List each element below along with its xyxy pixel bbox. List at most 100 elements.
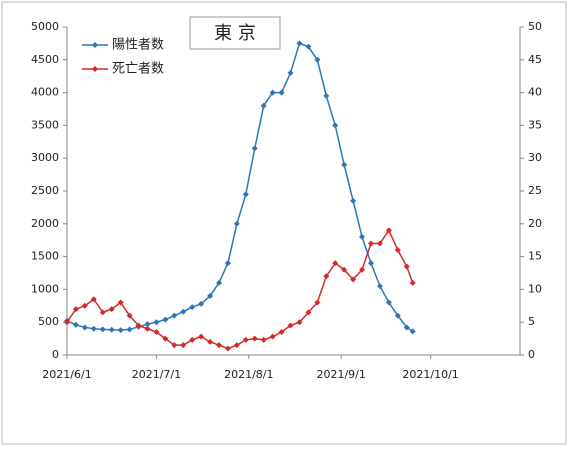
legend-marker (92, 42, 98, 48)
x-tick-label: 2021/8/1 (224, 368, 273, 381)
point (189, 304, 196, 311)
x-tick-label: 2021/6/1 (42, 368, 91, 381)
y2-tick-label: 10 (528, 282, 542, 295)
point (90, 325, 97, 332)
point (341, 161, 348, 168)
point (81, 302, 88, 309)
point (376, 283, 383, 290)
y-tick-label: 2000 (31, 217, 59, 230)
point (314, 56, 321, 63)
point (64, 319, 70, 326)
point (117, 299, 124, 306)
point (251, 335, 258, 342)
point (99, 309, 106, 316)
point (269, 333, 276, 340)
point (198, 300, 205, 307)
point (72, 306, 79, 313)
point (207, 338, 214, 345)
point (242, 191, 249, 198)
point (126, 326, 133, 333)
y2-tick-label: 5 (528, 315, 535, 328)
point (153, 329, 160, 336)
point (108, 326, 115, 333)
point (385, 227, 392, 234)
series-line (66, 42, 414, 333)
point (233, 342, 240, 349)
y-tick-label: 1000 (31, 282, 59, 295)
legend-marker (92, 66, 98, 72)
legend-label: 死亡者数 (112, 62, 164, 77)
y-tick-label: 4500 (31, 53, 59, 66)
title-box (189, 16, 281, 50)
point (332, 122, 339, 129)
point (359, 266, 366, 273)
y2-tick-label: 30 (528, 151, 542, 164)
point (323, 92, 330, 99)
point (296, 40, 303, 47)
point (126, 312, 133, 319)
y-tick-label: 3000 (31, 151, 59, 164)
point (162, 316, 169, 323)
y-tick-label: 1500 (31, 250, 59, 263)
point (323, 273, 330, 280)
point (332, 260, 339, 267)
point (305, 43, 312, 50)
point (367, 240, 374, 247)
y-tick-label: 5000 (31, 20, 59, 33)
point (117, 327, 124, 334)
point (189, 336, 196, 343)
point (224, 345, 231, 352)
point (385, 299, 392, 306)
point (260, 102, 267, 109)
point (403, 324, 410, 331)
point (305, 309, 312, 316)
point (269, 89, 276, 96)
y2-tick-label: 40 (528, 86, 542, 99)
point (233, 220, 240, 227)
x-tick-label: 2021/10/1 (402, 368, 458, 381)
point (72, 321, 79, 328)
chart-title: 東 京 (214, 23, 256, 44)
point (162, 335, 169, 342)
point (409, 279, 416, 286)
point (224, 260, 231, 267)
point (99, 326, 106, 333)
series-line (66, 228, 414, 350)
y2-tick-label: 15 (528, 250, 542, 263)
point (314, 299, 321, 306)
point (171, 342, 178, 349)
point (278, 329, 285, 336)
point (350, 276, 357, 283)
point (171, 312, 178, 319)
point (296, 319, 303, 326)
y2-tick-label: 25 (528, 184, 542, 197)
point (359, 233, 366, 240)
point (367, 260, 374, 267)
point (144, 321, 151, 328)
point (215, 342, 222, 349)
y2-tick-label: 45 (528, 53, 542, 66)
y-tick-label: 4000 (31, 86, 59, 99)
y-tick-label: 500 (38, 315, 59, 328)
y2-tick-label: 20 (528, 217, 542, 230)
point (278, 89, 285, 96)
point (198, 333, 205, 340)
x-tick-label: 2021/9/1 (316, 368, 365, 381)
point (251, 145, 258, 152)
point (260, 336, 267, 343)
point (341, 266, 348, 273)
point (403, 263, 410, 270)
point (180, 308, 187, 315)
point (376, 240, 383, 247)
point (81, 324, 88, 331)
y-tick-label: 0 (52, 348, 59, 361)
point (153, 319, 160, 326)
point (135, 322, 142, 329)
point (90, 296, 97, 303)
point (215, 279, 222, 286)
y-tick-label: 2500 (31, 184, 59, 197)
point (207, 292, 214, 299)
point (287, 322, 294, 329)
